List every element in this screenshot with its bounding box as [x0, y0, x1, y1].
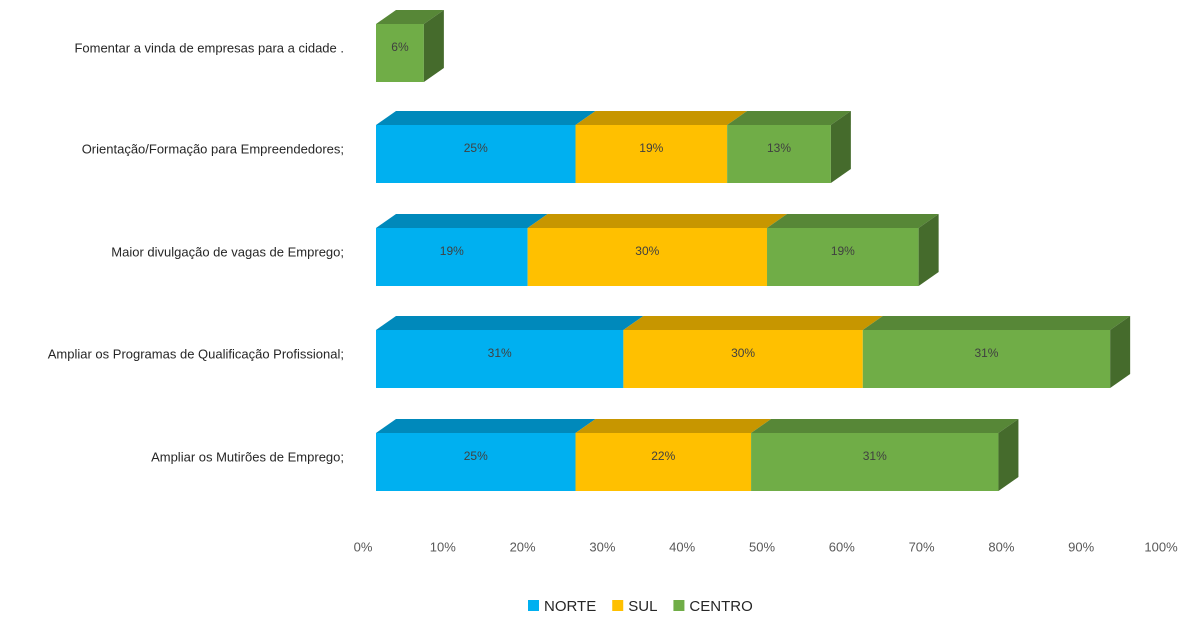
bar-segment-sul: [575, 125, 728, 183]
data-label: 19%: [831, 244, 855, 258]
data-label: 13%: [767, 141, 791, 155]
category-label: Fomentar a vinda de empresas para a cida…: [74, 40, 344, 55]
bar-segment-sul: [623, 330, 863, 388]
x-tick-label: 60%: [829, 539, 855, 554]
bar-top-face: [575, 419, 772, 433]
bar-side-face: [918, 214, 939, 286]
bar-segment-sul: [575, 433, 752, 491]
data-label: 31%: [488, 346, 512, 360]
category-labels: Fomentar a vinda de empresas para a cida…: [48, 40, 344, 464]
bar-row: 25% 22% 31%: [376, 419, 1019, 491]
legend-label: NORTE: [544, 598, 596, 615]
bar-top-face: [751, 419, 1019, 433]
bar-top-face: [376, 316, 644, 330]
bar-side-face: [423, 10, 444, 82]
bar-segment-norte: [376, 433, 576, 491]
bar-segment-centro: [767, 228, 919, 286]
legend-swatch: [612, 600, 624, 611]
bar-segment-centro: [376, 24, 424, 82]
bar-top-face: [527, 214, 788, 228]
x-tick-label: 20%: [510, 539, 536, 554]
bar-top-face: [376, 10, 444, 24]
bar-segment-centro: [862, 330, 1111, 388]
bar-top-face: [376, 111, 596, 125]
data-label: 30%: [635, 244, 659, 258]
bar-segment-norte: [376, 125, 576, 183]
x-tick-label: 90%: [1068, 539, 1094, 554]
bar-side-face: [998, 419, 1019, 491]
legend-label: SUL: [628, 598, 657, 615]
legend-item: CENTRO: [673, 598, 753, 615]
legend-label: CENTRO: [689, 598, 752, 615]
bar-row: 31% 30% 31%: [376, 316, 1131, 388]
data-label: 25%: [464, 141, 488, 155]
bar-segment-centro: [727, 125, 831, 183]
bar-top-face: [575, 111, 748, 125]
legend-item: NORTE: [528, 598, 596, 615]
legend: NORTE SUL CENTRO: [528, 598, 753, 615]
bar-segment-centro: [751, 433, 999, 491]
x-tick-label: 70%: [909, 539, 935, 554]
bar-row: 6%: [376, 10, 444, 82]
x-axis-ticks: 0% 10% 20% 30% 40% 50% 60% 70% 80% 90% 100%: [354, 539, 1178, 554]
category-label: Ampliar os Mutirões de Emprego;: [151, 449, 344, 464]
legend-item: SUL: [612, 598, 657, 615]
data-label: 31%: [974, 346, 998, 360]
x-tick-label: 30%: [589, 539, 615, 554]
bar-segment-norte: [376, 330, 624, 388]
bar-top-face: [767, 214, 939, 228]
category-label: Maior divulgação de vagas de Emprego;: [111, 244, 344, 259]
bar-row: 19% 30% 19%: [376, 214, 939, 286]
data-label: 30%: [731, 346, 755, 360]
x-tick-label: 10%: [430, 539, 456, 554]
x-tick-label: 80%: [988, 539, 1014, 554]
x-tick-label: 0%: [354, 539, 373, 554]
data-label: 19%: [639, 141, 663, 155]
bar-side-face: [830, 111, 851, 183]
x-tick-label: 50%: [749, 539, 775, 554]
x-tick-label: 40%: [669, 539, 695, 554]
bar-segment-sul: [527, 228, 768, 286]
data-label: 6%: [391, 40, 409, 54]
data-label: 19%: [440, 244, 464, 258]
bar-top-face: [376, 419, 596, 433]
category-label: Ampliar os Programas de Qualificação Pro…: [48, 346, 344, 361]
legend-swatch: [528, 600, 539, 611]
data-label: 22%: [651, 449, 675, 463]
x-tick-label: 100%: [1144, 539, 1178, 554]
category-label: Orientação/Formação para Empreendedores;: [82, 141, 344, 156]
bars-layer: 6% 25% 19% 13% 19% 30% 19% 31% 30% 31% 25% 22% 31%: [376, 10, 1131, 491]
bar-side-face: [1110, 316, 1131, 388]
bar-top-face: [623, 316, 883, 330]
data-label: 25%: [464, 449, 488, 463]
legend-swatch: [673, 600, 685, 611]
bar-row: 25% 19% 13%: [376, 111, 851, 183]
bar-top-face: [376, 214, 548, 228]
bar-segment-norte: [376, 228, 528, 286]
bar-top-face: [727, 111, 851, 125]
bar-top-face: [862, 316, 1131, 330]
data-label: 31%: [863, 449, 887, 463]
